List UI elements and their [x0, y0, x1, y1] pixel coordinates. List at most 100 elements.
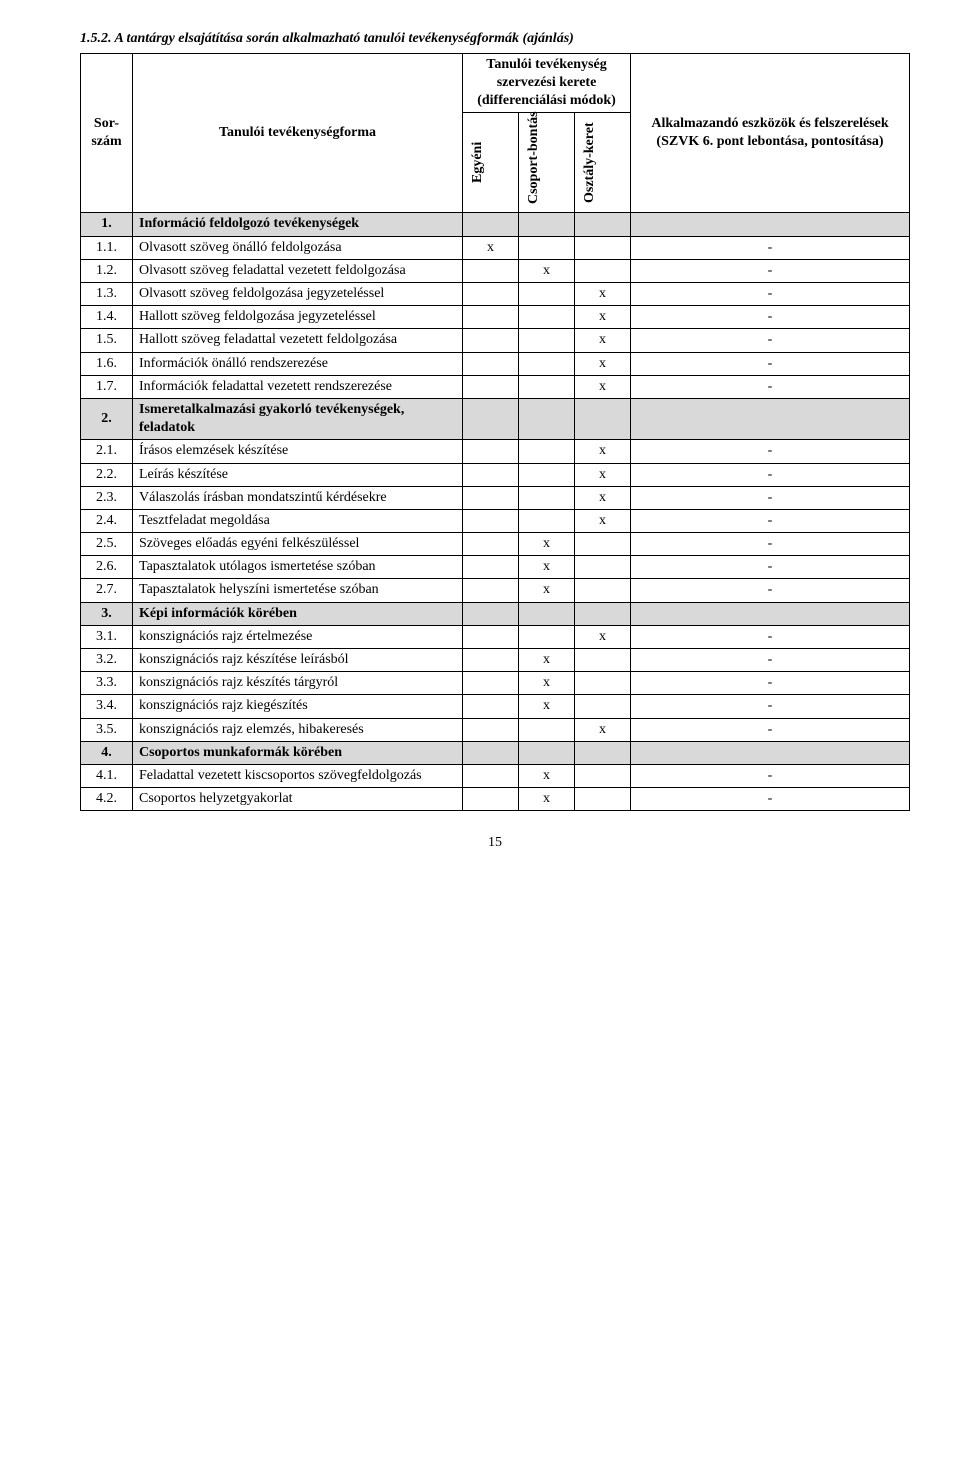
cell-tool	[631, 602, 910, 625]
cell-num: 2.1.	[81, 440, 133, 463]
cell-act: Hallott szöveg feldolgozása jegyzeteléss…	[133, 306, 463, 329]
cell-mark: x	[519, 259, 575, 282]
cell-mark	[463, 329, 519, 352]
table-row: 4.Csoportos munkaformák körében	[81, 741, 910, 764]
table-row: 2.5.Szöveges előadás egyéni felkészüléss…	[81, 533, 910, 556]
cell-tool: -	[631, 649, 910, 672]
cell-mark	[575, 236, 631, 259]
cell-act: Ismeretalkalmazási gyakorló tevékenysége…	[133, 398, 463, 439]
page-number: 15	[80, 835, 910, 851]
cell-num: 4.1.	[81, 764, 133, 787]
cell-mark	[575, 602, 631, 625]
cell-mark	[463, 556, 519, 579]
cell-mark: x	[575, 718, 631, 741]
hdr-forma: Tanulói tevékenységforma	[133, 53, 463, 213]
cell-act: Szöveges előadás egyéni felkészüléssel	[133, 533, 463, 556]
cell-num: 2.5.	[81, 533, 133, 556]
cell-mark	[519, 329, 575, 352]
table-row: 2.4.Tesztfeladat megoldásax-	[81, 509, 910, 532]
cell-mark	[463, 602, 519, 625]
cell-mark	[575, 579, 631, 602]
cell-mark	[463, 672, 519, 695]
cell-act: Feladattal vezetett kiscsoportos szövegf…	[133, 764, 463, 787]
cell-act: Olvasott szöveg feldolgozása jegyzetelés…	[133, 283, 463, 306]
table-row: 2.7.Tapasztalatok helyszíni ismertetése …	[81, 579, 910, 602]
cell-mark	[463, 788, 519, 811]
cell-mark	[463, 509, 519, 532]
cell-act: Olvasott szöveg feladattal vezetett feld…	[133, 259, 463, 282]
cell-mark	[519, 625, 575, 648]
cell-mark	[575, 556, 631, 579]
cell-num: 1.3.	[81, 283, 133, 306]
cell-act: konszignációs rajz készítés tárgyról	[133, 672, 463, 695]
cell-act: Információ feldolgozó tevékenységek	[133, 213, 463, 236]
cell-act: Leírás készítése	[133, 463, 463, 486]
hdr-kerete: Tanulói tevékenység szervezési kerete (d…	[463, 53, 631, 113]
cell-mark: x	[463, 236, 519, 259]
cell-act: Tapasztalatok utólagos ismertetése szóba…	[133, 556, 463, 579]
cell-mark	[519, 213, 575, 236]
cell-mark: x	[575, 440, 631, 463]
cell-act: Képi információk körében	[133, 602, 463, 625]
cell-mark: x	[575, 329, 631, 352]
cell-num: 4.2.	[81, 788, 133, 811]
cell-mark: x	[519, 556, 575, 579]
table-row: 3.3.konszignációs rajz készítés tárgyról…	[81, 672, 910, 695]
cell-num: 3.1.	[81, 625, 133, 648]
cell-num: 2.2.	[81, 463, 133, 486]
table-row: 1.3.Olvasott szöveg feldolgozása jegyzet…	[81, 283, 910, 306]
cell-tool: -	[631, 259, 910, 282]
cell-mark	[575, 741, 631, 764]
cell-act: Válaszolás írásban mondatszintű kérdések…	[133, 486, 463, 509]
cell-mark	[519, 440, 575, 463]
cell-num: 2.3.	[81, 486, 133, 509]
cell-mark	[463, 213, 519, 236]
cell-tool: -	[631, 236, 910, 259]
cell-act: Olvasott szöveg önálló feldolgozása	[133, 236, 463, 259]
cell-mark	[519, 741, 575, 764]
hdr-egyeni: Egyéni	[463, 113, 519, 213]
table-row: 3.2.konszignációs rajz készítése leírásb…	[81, 649, 910, 672]
cell-mark: x	[575, 283, 631, 306]
cell-num: 2.7.	[81, 579, 133, 602]
cell-mark: x	[575, 509, 631, 532]
table-row: 2.Ismeretalkalmazási gyakorló tevékenysé…	[81, 398, 910, 439]
hdr-sorszam: Sor-szám	[81, 53, 133, 213]
hdr-osztaly: Osztály-keret	[575, 113, 631, 213]
table-row: 2.2.Leírás készítésex-	[81, 463, 910, 486]
cell-mark: x	[575, 306, 631, 329]
cell-mark: x	[519, 695, 575, 718]
table-row: 1.4.Hallott szöveg feldolgozása jegyzete…	[81, 306, 910, 329]
cell-mark	[575, 672, 631, 695]
cell-num: 3.4.	[81, 695, 133, 718]
cell-tool: -	[631, 440, 910, 463]
hdr-csoport: Csoport-bontás	[519, 113, 575, 213]
cell-tool: -	[631, 306, 910, 329]
cell-mark	[463, 741, 519, 764]
cell-mark: x	[519, 533, 575, 556]
table-row: 1.Információ feldolgozó tevékenységek	[81, 213, 910, 236]
cell-mark	[463, 695, 519, 718]
cell-num: 3.3.	[81, 672, 133, 695]
cell-mark	[519, 602, 575, 625]
cell-mark	[519, 509, 575, 532]
cell-mark: x	[519, 649, 575, 672]
cell-num: 3.5.	[81, 718, 133, 741]
cell-mark	[519, 306, 575, 329]
cell-num: 1.5.	[81, 329, 133, 352]
table-row: 2.3.Válaszolás írásban mondatszintű kérd…	[81, 486, 910, 509]
cell-mark	[463, 579, 519, 602]
cell-num: 3.	[81, 602, 133, 625]
cell-act: Információk feladattal vezetett rendszer…	[133, 375, 463, 398]
cell-mark	[463, 306, 519, 329]
cell-tool: -	[631, 718, 910, 741]
cell-tool	[631, 213, 910, 236]
cell-mark: x	[575, 486, 631, 509]
cell-mark	[463, 440, 519, 463]
table-row: 3.Képi információk körében	[81, 602, 910, 625]
table-row: 3.4.konszignációs rajz kiegészítésx-	[81, 695, 910, 718]
cell-act: konszignációs rajz kiegészítés	[133, 695, 463, 718]
cell-tool: -	[631, 625, 910, 648]
cell-mark	[575, 259, 631, 282]
cell-mark	[463, 375, 519, 398]
